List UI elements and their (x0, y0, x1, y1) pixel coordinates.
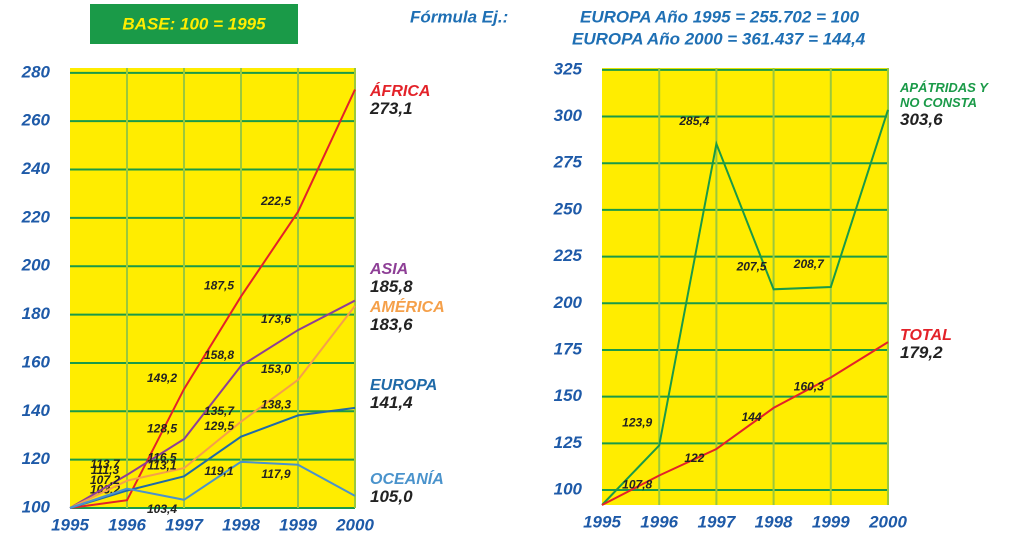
series-line (69, 305, 356, 509)
value-label: 187,5 (204, 279, 234, 293)
series-line (69, 89, 356, 509)
value-label: 149,2 (147, 371, 177, 385)
x-tick-label: 1995 (583, 512, 621, 531)
legend-name: APÁTRIDAS Y NO CONSTA (900, 80, 988, 110)
y-tick-label: 220 (21, 207, 51, 226)
value-label: 117,9 (261, 467, 290, 481)
legend-name: ASIA (370, 261, 409, 278)
y-tick-label: 120 (22, 449, 51, 468)
y-tick-label: 140 (22, 401, 51, 420)
y-tick-label: 280 (21, 62, 51, 81)
value-label: 103,4 (147, 502, 177, 516)
y-tick-label: 275 (553, 153, 583, 172)
x-tick-label: 1998 (755, 512, 793, 531)
y-tick-label: 200 (21, 256, 51, 275)
x-tick-label: 2000 (868, 512, 907, 531)
x-tick-label: 1999 (279, 515, 317, 534)
legend-name: OCEANÍA (370, 471, 444, 488)
value-label: 107,2 (90, 473, 120, 487)
value-label: 113,7 (90, 457, 120, 471)
series-line (601, 109, 889, 506)
value-label: 153,0 (261, 362, 291, 376)
series-line (69, 406, 356, 509)
series-line (69, 460, 356, 509)
x-tick-label: 1995 (51, 515, 89, 534)
value-label: 119,1 (204, 464, 233, 478)
y-tick-label: 300 (554, 106, 583, 125)
value-label: 113,1 (147, 459, 176, 473)
x-tick-label: 1997 (697, 512, 736, 531)
plot-area (602, 68, 888, 505)
value-label: 123,9 (622, 416, 652, 430)
end-value-label: 273,1 (370, 99, 413, 118)
series-line (601, 341, 889, 506)
base-note: BASE: 100 = 1995 (122, 14, 266, 33)
y-tick-label: 100 (22, 497, 51, 516)
legend-name: AMÉRICA (370, 299, 445, 316)
x-tick-label: 1998 (222, 515, 260, 534)
value-label: 207,5 (736, 259, 767, 273)
y-tick-label: 200 (553, 293, 583, 312)
value-label: 128,5 (147, 421, 177, 435)
value-label: 135,7 (204, 404, 235, 418)
y-tick-label: 260 (21, 111, 51, 130)
plot-area (70, 68, 355, 508)
value-label: 116,5 (147, 450, 176, 464)
x-tick-label: 1997 (165, 515, 204, 534)
y-tick-label: 175 (554, 339, 583, 358)
y-tick-label: 225 (553, 246, 583, 265)
value-label: 111,3 (91, 463, 120, 477)
value-label: 144 (742, 410, 762, 424)
legend-name: ÁFRICA (370, 83, 431, 100)
series-line (69, 299, 356, 509)
y-tick-label: 150 (554, 386, 583, 405)
formula-line: EUROPA Año 1995 = 255.702 = 100 (580, 7, 860, 26)
x-tick-label: 2000 (335, 515, 374, 534)
formula-line: EUROPA Año 2000 = 361.437 = 144,4 (572, 29, 866, 48)
x-tick-label: 1999 (812, 512, 850, 531)
value-label: 222,5 (260, 194, 291, 208)
value-label: 285,4 (678, 114, 709, 128)
y-tick-label: 240 (21, 159, 51, 178)
y-tick-label: 180 (22, 304, 51, 323)
value-label: 122 (684, 451, 704, 465)
end-value-label: 105,0 (370, 487, 413, 506)
legend-name: EUROPA (370, 377, 438, 394)
end-value-label: 185,8 (370, 277, 413, 296)
end-value-label: 141,4 (370, 393, 413, 412)
value-label: 160,3 (794, 380, 824, 394)
x-tick-label: 1996 (108, 515, 146, 534)
end-value-label: 179,2 (900, 343, 943, 362)
end-value-label: 303,6 (900, 110, 943, 129)
base-box (90, 4, 298, 44)
value-label: 208,7 (793, 257, 825, 271)
y-tick-label: 325 (554, 59, 583, 78)
y-tick-label: 100 (554, 480, 583, 499)
x-tick-label: 1996 (640, 512, 678, 531)
legend-name: TOTAL (900, 327, 952, 344)
y-tick-label: 125 (554, 433, 583, 452)
value-label: 158,8 (204, 348, 234, 362)
value-label: 138,3 (261, 398, 291, 412)
formula-label: Fórmula Ej.: (410, 7, 508, 26)
end-value-label: 183,6 (370, 315, 413, 334)
value-label: 129,5 (204, 419, 234, 433)
y-tick-label: 160 (22, 352, 51, 371)
value-label: 173,6 (261, 312, 291, 326)
value-label: 107,8 (622, 478, 652, 492)
y-tick-label: 250 (553, 199, 583, 218)
